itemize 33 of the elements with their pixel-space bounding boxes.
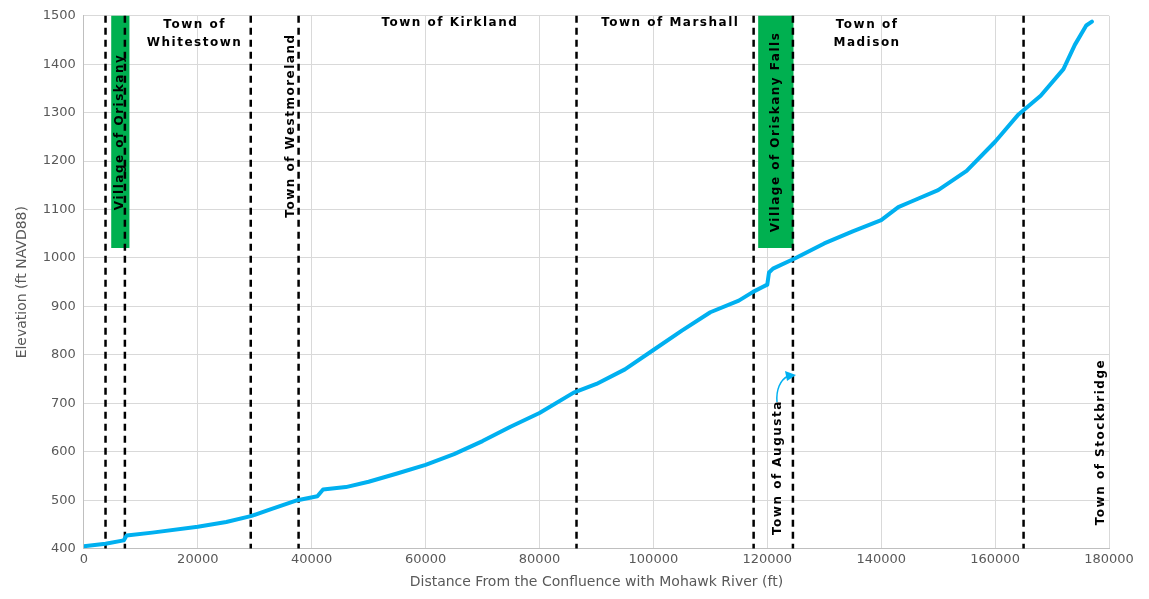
x-tick-label: 60000 — [404, 550, 447, 566]
y-tick-label: 1300 — [42, 104, 76, 120]
x-tick-label: 0 — [79, 550, 89, 566]
x-tick-label: 80000 — [518, 550, 561, 566]
y-tick-label: 700 — [51, 394, 76, 410]
x-tick-label: 180000 — [1084, 550, 1134, 566]
band-label: Village of Oriskany Falls — [767, 31, 782, 233]
annotation: Town of Augusta — [770, 400, 785, 535]
y-tick-label: 1000 — [42, 249, 76, 265]
annotation: Town of Kirkland — [381, 15, 519, 30]
band-label: Village of Oriskany — [112, 53, 127, 211]
y-tick-label: 900 — [51, 297, 76, 313]
annotation: Town of Whitestown — [146, 16, 243, 49]
x-tick-label: 120000 — [742, 550, 793, 566]
y-tick-label: 1400 — [42, 55, 76, 71]
x-tick-label: 100000 — [628, 550, 679, 566]
x-tick-label: 160000 — [970, 550, 1020, 566]
y-tick-label: 1200 — [42, 152, 76, 168]
x-tick-label: 20000 — [177, 550, 219, 566]
y-tick-label: 500 — [51, 491, 76, 507]
y-tick-label: 600 — [51, 443, 76, 459]
y-tick-label: 1100 — [42, 200, 76, 216]
x-tick-label: 140000 — [856, 550, 907, 566]
annotation: Town of Madison — [833, 16, 901, 49]
y-axis-title: Elevation (ft NAVD88) — [13, 206, 30, 359]
x-tick-label: 40000 — [291, 550, 333, 566]
annotation: Town of Westmoreland — [283, 33, 298, 218]
annotation: Town of Marshall — [601, 15, 740, 30]
x-axis-title: Distance From the Confluence with Mohawk River (ft) — [409, 573, 784, 590]
y-tick-label: 800 — [51, 346, 76, 362]
y-tick-label: 1500 — [42, 7, 76, 23]
annotation: Town of Stockbridge — [1092, 358, 1107, 526]
y-tick-label: 400 — [51, 539, 76, 555]
